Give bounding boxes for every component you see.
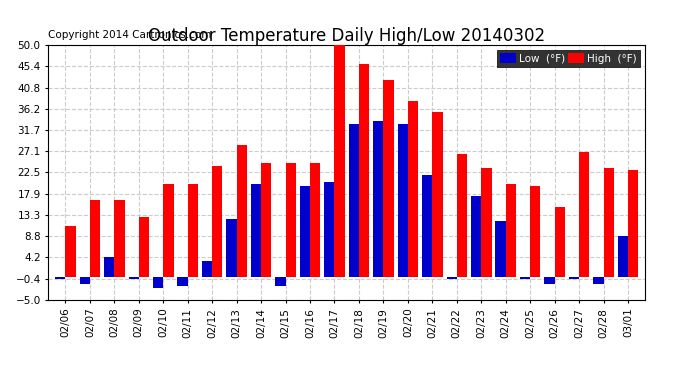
- Bar: [506, 184, 516, 277]
- Bar: [104, 257, 115, 277]
- Bar: [164, 184, 174, 277]
- Bar: [433, 112, 442, 277]
- Title: Outdoor Temperature Daily High/Low 20140302: Outdoor Temperature Daily High/Low 20140…: [148, 27, 545, 45]
- Bar: [299, 186, 310, 277]
- Bar: [520, 277, 530, 279]
- Bar: [237, 145, 247, 277]
- Bar: [177, 277, 188, 286]
- Text: Copyright 2014 Cartronics.com: Copyright 2014 Cartronics.com: [48, 30, 212, 40]
- Bar: [90, 200, 100, 277]
- Bar: [457, 154, 467, 277]
- Bar: [128, 277, 139, 279]
- Bar: [79, 277, 90, 284]
- Bar: [373, 122, 384, 277]
- Bar: [471, 196, 481, 277]
- Bar: [66, 226, 76, 277]
- Bar: [530, 186, 540, 277]
- Bar: [188, 184, 198, 277]
- Bar: [310, 163, 320, 277]
- Bar: [481, 168, 491, 277]
- Bar: [139, 216, 149, 277]
- Bar: [261, 163, 271, 277]
- Bar: [251, 184, 261, 277]
- Bar: [348, 124, 359, 277]
- Bar: [555, 207, 565, 277]
- Bar: [495, 221, 506, 277]
- Bar: [569, 277, 579, 279]
- Bar: [153, 277, 164, 288]
- Bar: [446, 277, 457, 279]
- Bar: [359, 63, 369, 277]
- Bar: [55, 277, 66, 279]
- Bar: [618, 236, 628, 277]
- Bar: [408, 100, 418, 277]
- Bar: [202, 261, 213, 277]
- Bar: [275, 277, 286, 286]
- Bar: [286, 163, 296, 277]
- Bar: [335, 45, 345, 277]
- Bar: [544, 277, 555, 284]
- Bar: [397, 124, 408, 277]
- Bar: [604, 168, 614, 277]
- Legend: Low  (°F), High  (°F): Low (°F), High (°F): [497, 50, 640, 67]
- Bar: [324, 182, 335, 277]
- Bar: [593, 277, 604, 284]
- Bar: [422, 175, 433, 277]
- Bar: [115, 200, 125, 277]
- Bar: [384, 80, 394, 277]
- Bar: [226, 219, 237, 277]
- Bar: [628, 170, 638, 277]
- Bar: [213, 165, 222, 277]
- Bar: [579, 152, 589, 277]
